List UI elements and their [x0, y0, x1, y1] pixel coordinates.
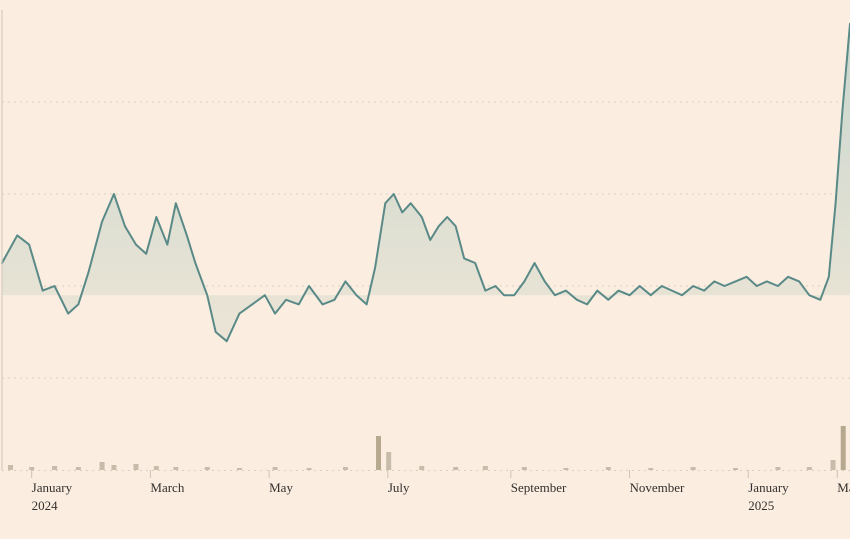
- x-tick-year: 2024: [32, 498, 59, 513]
- x-tick-label: January: [32, 480, 73, 495]
- x-tick-label: September: [511, 480, 567, 495]
- x-tick-label: July: [388, 480, 410, 495]
- timeseries-chart[interactable]: January 2024 March May July September November…: [0, 0, 850, 539]
- x-tick-label: March: [150, 480, 184, 495]
- x-tick-label: January: [748, 480, 789, 495]
- x-tick-label: May: [269, 480, 293, 495]
- x-tick-label: November: [630, 480, 686, 495]
- x-tick-year: 2025: [748, 498, 774, 513]
- x-tick-label: March: [837, 480, 850, 495]
